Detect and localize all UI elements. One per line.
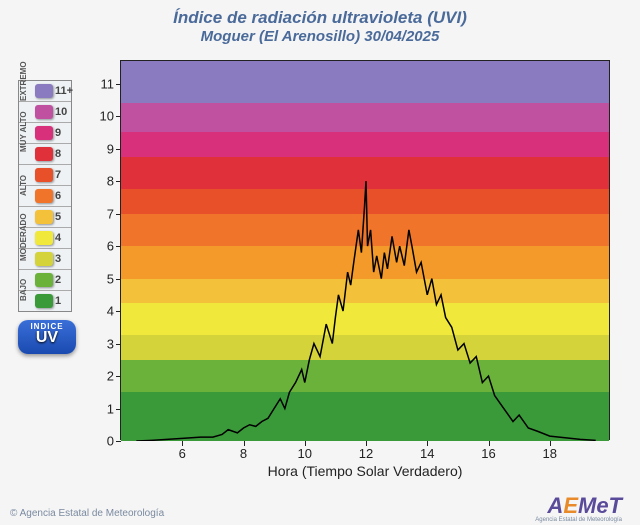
uvi-scale-legend: EXTREMO11+MUY ALTO1098ALTO76MODERADO543B…: [18, 80, 72, 312]
legend-number: 4: [55, 232, 71, 244]
uvi-color-band: [121, 214, 609, 246]
y-tick-label: 8: [89, 174, 114, 189]
legend-swatch: [35, 147, 53, 161]
legend-swatch: [35, 168, 53, 182]
uvi-color-band: [121, 189, 609, 213]
x-tick-mark: [366, 441, 367, 446]
legend-number: 7: [55, 169, 71, 181]
legend-number: 11+: [55, 85, 71, 97]
legend-number: 10: [55, 106, 71, 118]
legend-number: 6: [55, 190, 71, 202]
aemet-logo: AEMeT: [547, 493, 622, 519]
x-tick-mark: [550, 441, 551, 446]
uvi-color-band: [121, 392, 609, 441]
logo-letter-a: A: [547, 493, 563, 518]
y-tick-label: 4: [89, 304, 114, 319]
x-tick-mark: [305, 441, 306, 446]
legend-swatch: [35, 273, 53, 287]
y-tick-label: 5: [89, 271, 114, 286]
chart-plot-area: Hora (Tiempo Solar Verdadero) 0123456789…: [120, 60, 610, 440]
x-tick-mark: [489, 441, 490, 446]
x-tick-label: 6: [179, 446, 186, 461]
uvi-color-band: [121, 246, 609, 278]
x-tick-label: 14: [420, 446, 434, 461]
x-tick-label: 10: [298, 446, 312, 461]
legend-number: 9: [55, 127, 71, 139]
legend-swatch: [35, 294, 53, 308]
legend-category-label: MODERADO: [19, 207, 33, 267]
legend-category-label: EXTREMO: [19, 81, 33, 101]
legend-category-label: ALTO: [19, 165, 33, 205]
x-tick-label: 18: [543, 446, 557, 461]
x-tick-label: 12: [359, 446, 373, 461]
legend-category-label: BAJO: [19, 270, 33, 310]
legend-swatch: [35, 189, 53, 203]
y-tick-label: 10: [89, 109, 114, 124]
chart-title: Índice de radiación ultravioleta (UVI): [0, 8, 640, 28]
y-tick-mark: [116, 181, 121, 182]
logo-rest: MeT: [578, 493, 622, 518]
y-tick-mark: [116, 441, 121, 442]
y-tick-mark: [116, 116, 121, 117]
y-tick-mark: [116, 409, 121, 410]
x-tick-mark: [244, 441, 245, 446]
legend-swatch: [35, 84, 53, 98]
x-tick-label: 16: [481, 446, 495, 461]
y-tick-mark: [116, 149, 121, 150]
legend-swatch: [35, 231, 53, 245]
legend-swatch: [35, 252, 53, 266]
y-tick-label: 0: [89, 434, 114, 449]
footer-tagline: Agencia Estatal de Meteorología: [535, 517, 622, 523]
legend-category-label: MUY ALTO: [19, 102, 33, 162]
copyright-text: © Agencia Estatal de Meteorología: [10, 508, 164, 519]
y-tick-label: 7: [89, 206, 114, 221]
legend-swatch: [35, 210, 53, 224]
y-tick-mark: [116, 246, 121, 247]
y-tick-mark: [116, 311, 121, 312]
uvi-color-band: [121, 61, 609, 103]
legend-number: 5: [55, 211, 71, 223]
legend-row: MUY ALTO10: [19, 102, 71, 123]
y-tick-mark: [116, 344, 121, 345]
uvi-color-band: [121, 335, 609, 359]
uvi-color-band: [121, 132, 609, 156]
legend-number: 8: [55, 148, 71, 160]
y-tick-label: 6: [89, 239, 114, 254]
uvi-color-band: [121, 279, 609, 303]
x-tick-mark: [427, 441, 428, 446]
uvi-color-band: [121, 303, 609, 335]
legend-swatch: [35, 105, 53, 119]
title-block: Índice de radiación ultravioleta (UVI) M…: [0, 0, 640, 45]
y-tick-label: 9: [89, 141, 114, 156]
y-tick-label: 2: [89, 369, 114, 384]
x-axis-label: Hora (Tiempo Solar Verdadero): [268, 463, 463, 479]
legend-swatch: [35, 126, 53, 140]
y-tick-mark: [116, 214, 121, 215]
uvi-color-band: [121, 157, 609, 189]
y-tick-label: 11: [89, 76, 114, 91]
legend-row: ALTO7: [19, 165, 71, 186]
x-tick-mark: [182, 441, 183, 446]
legend-number: 1: [55, 295, 71, 307]
y-tick-label: 1: [89, 401, 114, 416]
x-tick-label: 8: [240, 446, 247, 461]
legend-row: MODERADO5: [19, 207, 71, 228]
logo-letter-e: E: [563, 493, 578, 518]
uv-badge-line2: UV: [18, 331, 76, 345]
uv-index-badge: INDICE UV: [18, 320, 76, 354]
y-tick-label: 3: [89, 336, 114, 351]
y-tick-mark: [116, 84, 121, 85]
uvi-color-band: [121, 103, 609, 132]
y-tick-mark: [116, 376, 121, 377]
legend-number: 2: [55, 274, 71, 286]
legend-number: 3: [55, 253, 71, 265]
y-tick-mark: [116, 279, 121, 280]
uvi-color-band: [121, 360, 609, 392]
chart-subtitle: Moguer (El Arenosillo) 30/04/2025: [0, 28, 640, 45]
legend-row: EXTREMO 11+: [19, 81, 71, 102]
legend-row: BAJO2: [19, 270, 71, 291]
